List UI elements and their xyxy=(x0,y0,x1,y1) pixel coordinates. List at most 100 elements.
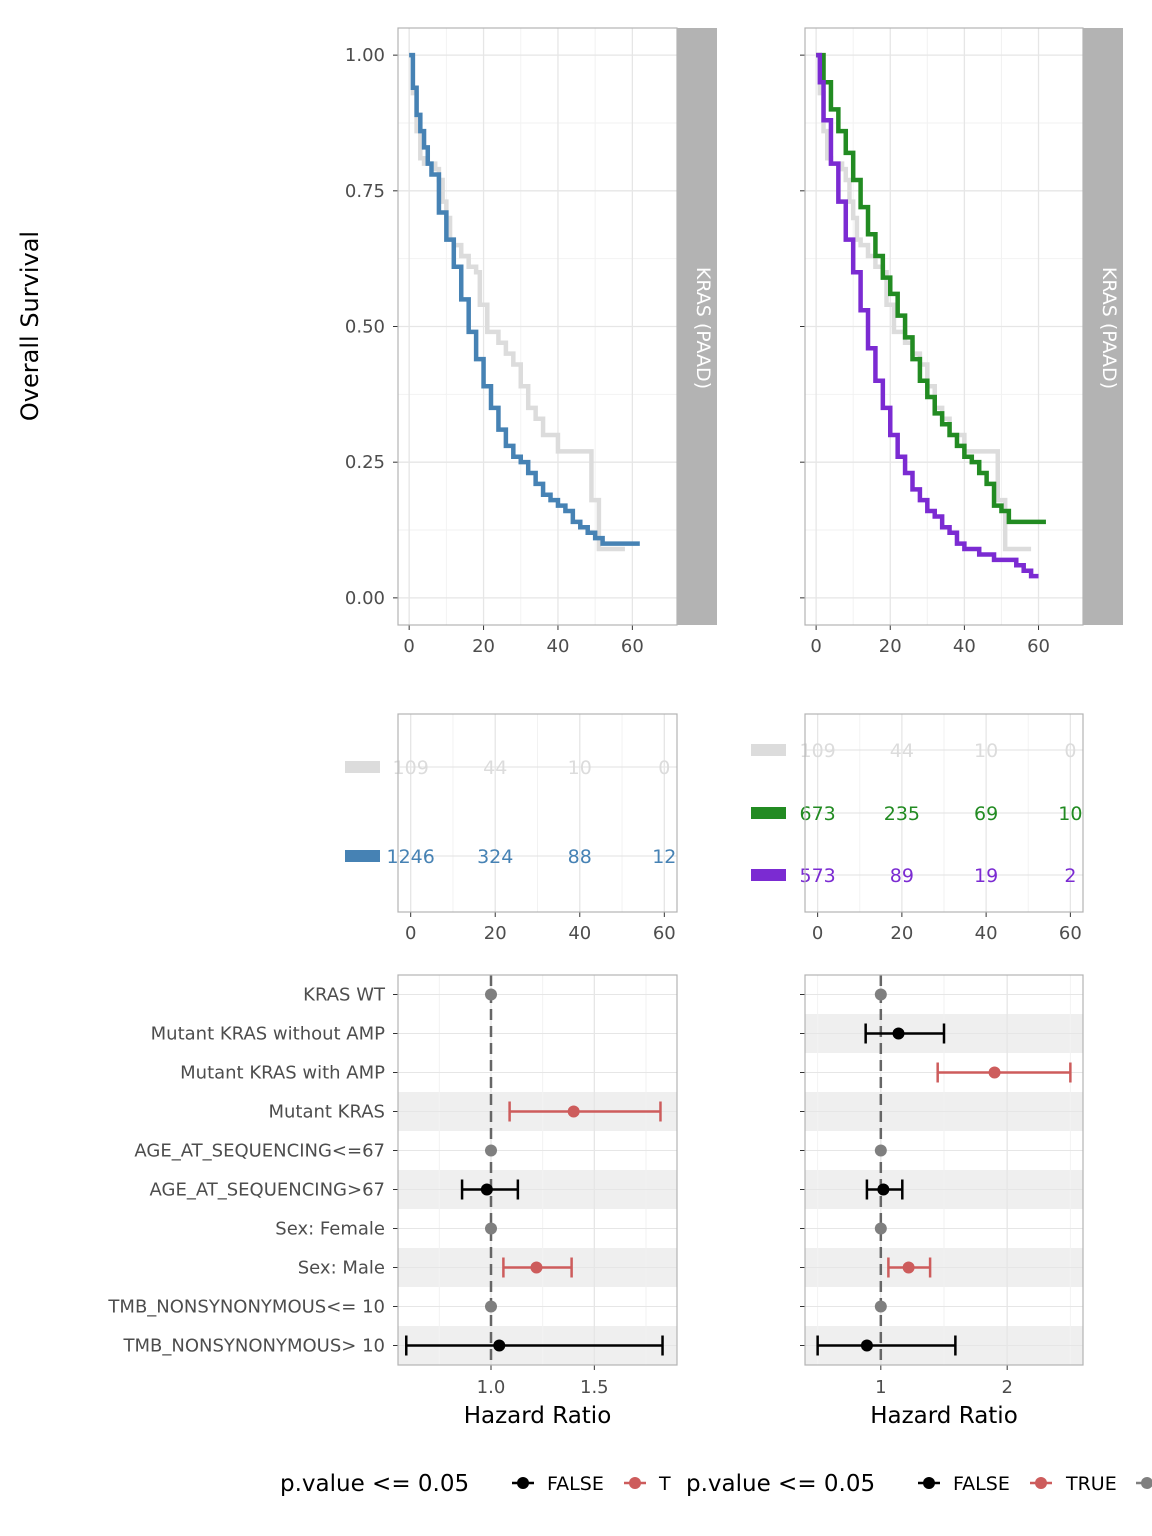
x-tick-label: 20 xyxy=(484,923,507,944)
risk-count: 1246 xyxy=(387,846,435,868)
legend: p.value <= 0.05 FALSE T p.value <= 0.05 … xyxy=(280,1471,1152,1497)
x-tick-label: 60 xyxy=(1027,636,1050,657)
hr-point xyxy=(877,1183,890,1196)
forest-plot-left: KRAS WT Mutant KRAS without AMP Mutant KRA… xyxy=(107,974,678,1429)
row-label: AGE_AT_SEQUENCING>67 xyxy=(150,1180,386,1201)
row-label: TMB_NONSYNONYMOUS> 10 xyxy=(123,1336,386,1357)
risk-key-swatch xyxy=(345,761,380,773)
forest-plot-right: 1 2 Hazard Ratio xyxy=(800,974,1084,1429)
risk-count: 88 xyxy=(568,846,592,868)
x-tick-label: 0 xyxy=(403,636,414,657)
row-label: Mutant KRAS with AMP xyxy=(180,1063,385,1084)
row-label: KRAS WT xyxy=(303,985,386,1006)
x-tick-label: 40 xyxy=(953,636,976,657)
hr-point xyxy=(874,1144,887,1157)
hr-point xyxy=(874,988,887,1001)
hr-point xyxy=(485,1300,497,1313)
risk-count: 19 xyxy=(974,865,998,887)
risk-count: 2 xyxy=(1064,865,1076,887)
survival-curves xyxy=(816,52,1046,579)
x-tick-label: 60 xyxy=(1059,923,1082,944)
x-tick-label: 60 xyxy=(621,636,644,657)
hr-point xyxy=(988,1066,1001,1079)
panel-border xyxy=(804,713,1084,913)
x-tick-label: 20 xyxy=(879,636,902,657)
risk-numbers: 109 44 10 0 673 235 69 10 573 89 19 2 xyxy=(800,740,1083,887)
x-tick-label: 1.5 xyxy=(580,1377,609,1398)
survival-curve-0 xyxy=(816,52,1032,552)
hr-point xyxy=(567,1105,580,1118)
risk-count: 10 xyxy=(974,740,998,762)
x-tick-label: 0 xyxy=(405,923,416,944)
x-tick-label: 60 xyxy=(653,923,676,944)
row-label: TMB_NONSYNONYMOUS<= 10 xyxy=(107,1297,385,1318)
x-tick-label: 0 xyxy=(810,636,821,657)
survival-curve-1 xyxy=(816,52,1046,525)
risk-key-swatch xyxy=(345,850,380,862)
facet-strip-label: KRAS (PAAD) xyxy=(692,267,714,389)
risk-count: 573 xyxy=(800,865,836,887)
x-tick-label: 2 xyxy=(1001,1377,1012,1398)
legend-key-false-right xyxy=(918,1477,940,1489)
risk-key-swatch xyxy=(751,744,786,756)
risk-count: 0 xyxy=(658,757,670,779)
km-panel-left: 0 20 40 60 0.00 0.25 0.50 0.75 1.00 KRAS (PAAD) xyxy=(345,27,717,657)
facet-strip xyxy=(677,28,717,625)
y-axis-title: Overall Survival xyxy=(16,231,44,421)
legend-key-true-right xyxy=(1030,1477,1052,1489)
hr-point xyxy=(485,1222,497,1235)
x-tick-label: 20 xyxy=(890,923,913,944)
survival-curve-2 xyxy=(816,52,1039,579)
x-tick-label: 40 xyxy=(547,636,570,657)
risk-count: 12 xyxy=(652,846,676,868)
risk-count: 89 xyxy=(890,865,914,887)
survival-curve-0 xyxy=(409,52,625,552)
legend-title-right: p.value <= 0.05 xyxy=(686,1471,875,1497)
risk-count: 324 xyxy=(477,846,513,868)
legend-title-left: p.value <= 0.05 xyxy=(280,1471,469,1497)
survival-curves xyxy=(409,52,640,552)
y-tick-label: 0.75 xyxy=(345,181,385,202)
panel-border xyxy=(397,974,678,1366)
x-tick-label: 1 xyxy=(875,1377,886,1398)
risk-count: 0 xyxy=(1064,740,1076,762)
hr-point xyxy=(874,1300,887,1313)
y-tick-label: 1.00 xyxy=(345,45,385,66)
risk-count: 44 xyxy=(483,757,507,779)
y-tick-label: 0.00 xyxy=(345,588,385,609)
hr-point xyxy=(892,1027,905,1040)
risk-count: 10 xyxy=(568,757,592,779)
legend-key-reference-right xyxy=(1136,1477,1152,1489)
x-tick-label: 40 xyxy=(568,923,591,944)
row-label: AGE_AT_SEQUENCING<=67 xyxy=(134,1141,385,1162)
km-panel-right: 0 20 40 60 KRAS (PAAD) xyxy=(800,27,1123,657)
row-label: Mutant KRAS xyxy=(268,1102,385,1123)
risk-count: 109 xyxy=(393,757,429,779)
legend-key-true-left xyxy=(624,1477,646,1489)
hr-point xyxy=(485,988,497,1001)
x-tick-label: 1.0 xyxy=(477,1377,506,1398)
panel-border xyxy=(804,974,1084,1366)
legend-label-true-right: TRUE xyxy=(1065,1473,1117,1495)
legend-label-true-left: T xyxy=(658,1473,671,1495)
risk-key-swatch xyxy=(751,869,786,881)
risk-count: 109 xyxy=(800,740,836,762)
y-tick-label: 0.50 xyxy=(345,317,385,338)
panel-border xyxy=(397,713,678,913)
x-tick-label: 0 xyxy=(812,923,823,944)
hr-point xyxy=(485,1144,497,1157)
facet-strip xyxy=(1083,28,1123,625)
hr-point xyxy=(530,1261,543,1274)
risk-count: 235 xyxy=(884,803,920,825)
hr-point xyxy=(493,1339,506,1352)
risk-table-right: 0 20 40 60 109 44 10 0 673 235 69 10 573 89 19 2 xyxy=(751,713,1084,944)
legend-label-false-right: FALSE xyxy=(953,1473,1010,1495)
x-tick-label: 40 xyxy=(975,923,998,944)
x-axis-title: Hazard Ratio xyxy=(464,1403,612,1429)
x-tick-label: 20 xyxy=(472,636,495,657)
row-label: Sex: Female xyxy=(275,1219,385,1240)
y-tick-label: 0.25 xyxy=(345,452,385,473)
risk-count: 69 xyxy=(974,803,998,825)
row-label: Sex: Male xyxy=(298,1258,385,1279)
